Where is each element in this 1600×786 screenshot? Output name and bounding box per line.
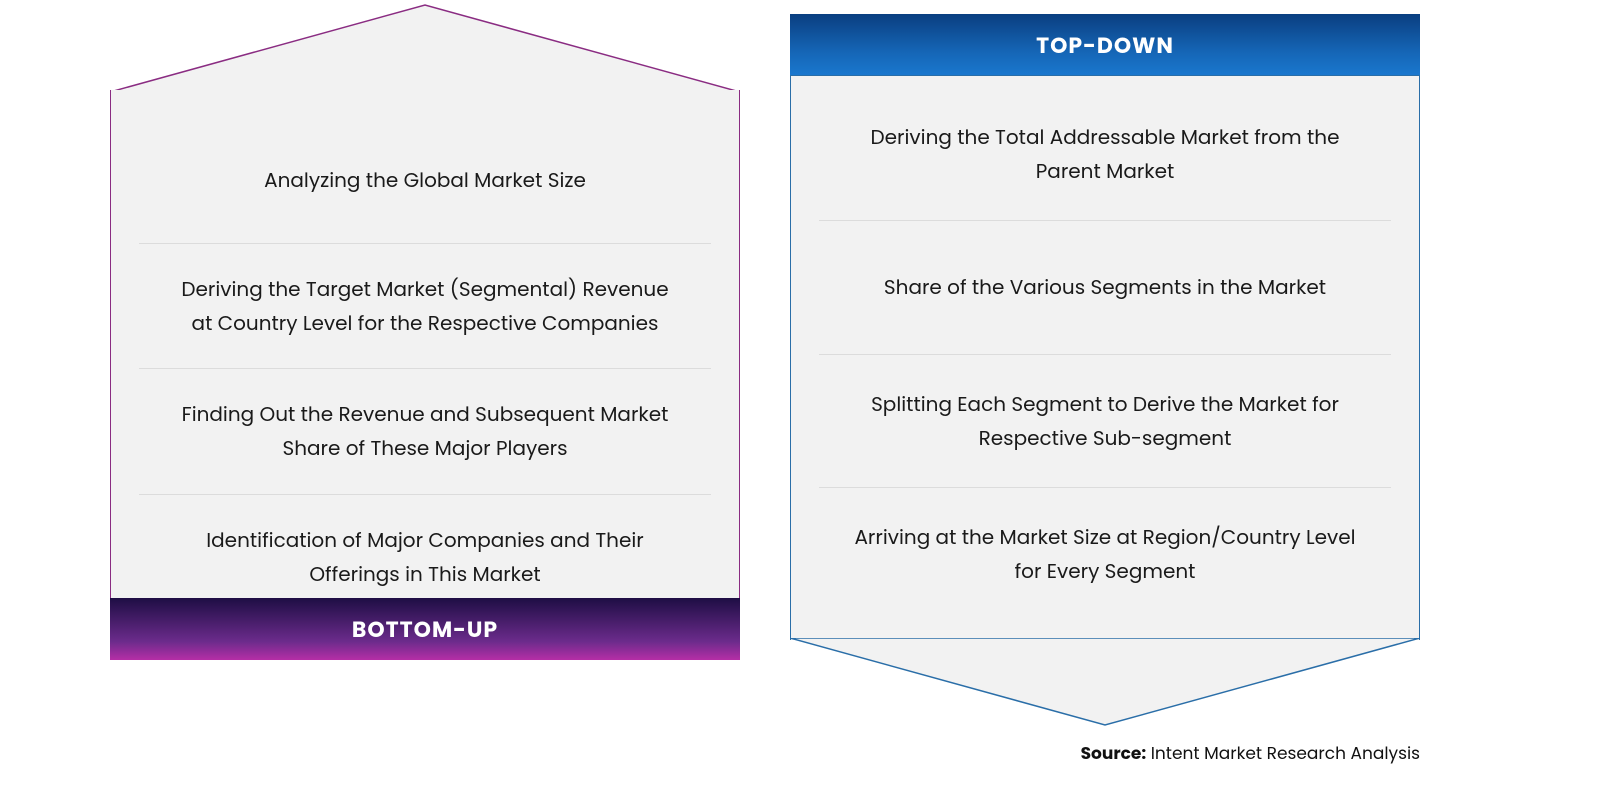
bottom-up-items: Analyzing the Global Market Size Derivin… <box>139 118 711 639</box>
bottom-up-titlebar: BOTTOM-UP <box>110 598 740 660</box>
bottom-up-item: Analyzing the Global Market Size <box>139 118 711 244</box>
diagram-stage: Analyzing the Global Market Size Derivin… <box>0 0 1600 786</box>
source-attribution: Source: Intent Market Research Analysis <box>1081 740 1420 766</box>
bottom-up-item: Finding Out the Revenue and Subsequent M… <box>139 369 711 495</box>
top-down-item: Arriving at the Market Size at Region/Co… <box>819 488 1391 620</box>
source-text: Intent Market Research Analysis <box>1151 741 1420 765</box>
bottom-up-panel: Analyzing the Global Market Size Derivin… <box>110 90 740 660</box>
bottom-up-item: Deriving the Target Market (Segmental) R… <box>139 244 711 370</box>
top-down-item: Deriving the Total Addressable Market fr… <box>819 88 1391 221</box>
top-down-item: Share of the Various Segments in the Mar… <box>819 221 1391 354</box>
bottom-up-arrow-head <box>110 4 740 92</box>
top-down-arrow-head <box>790 638 1420 726</box>
top-down-panel: Deriving the Total Addressable Market fr… <box>790 75 1420 640</box>
top-down-titlebar: TOP-DOWN <box>790 14 1420 76</box>
top-down-title: TOP-DOWN <box>1036 29 1174 62</box>
bottom-up-title: BOTTOM-UP <box>352 613 498 646</box>
source-label: Source: <box>1081 741 1147 765</box>
top-down-item: Splitting Each Segment to Derive the Mar… <box>819 355 1391 488</box>
top-down-items: Deriving the Total Addressable Market fr… <box>819 88 1391 620</box>
